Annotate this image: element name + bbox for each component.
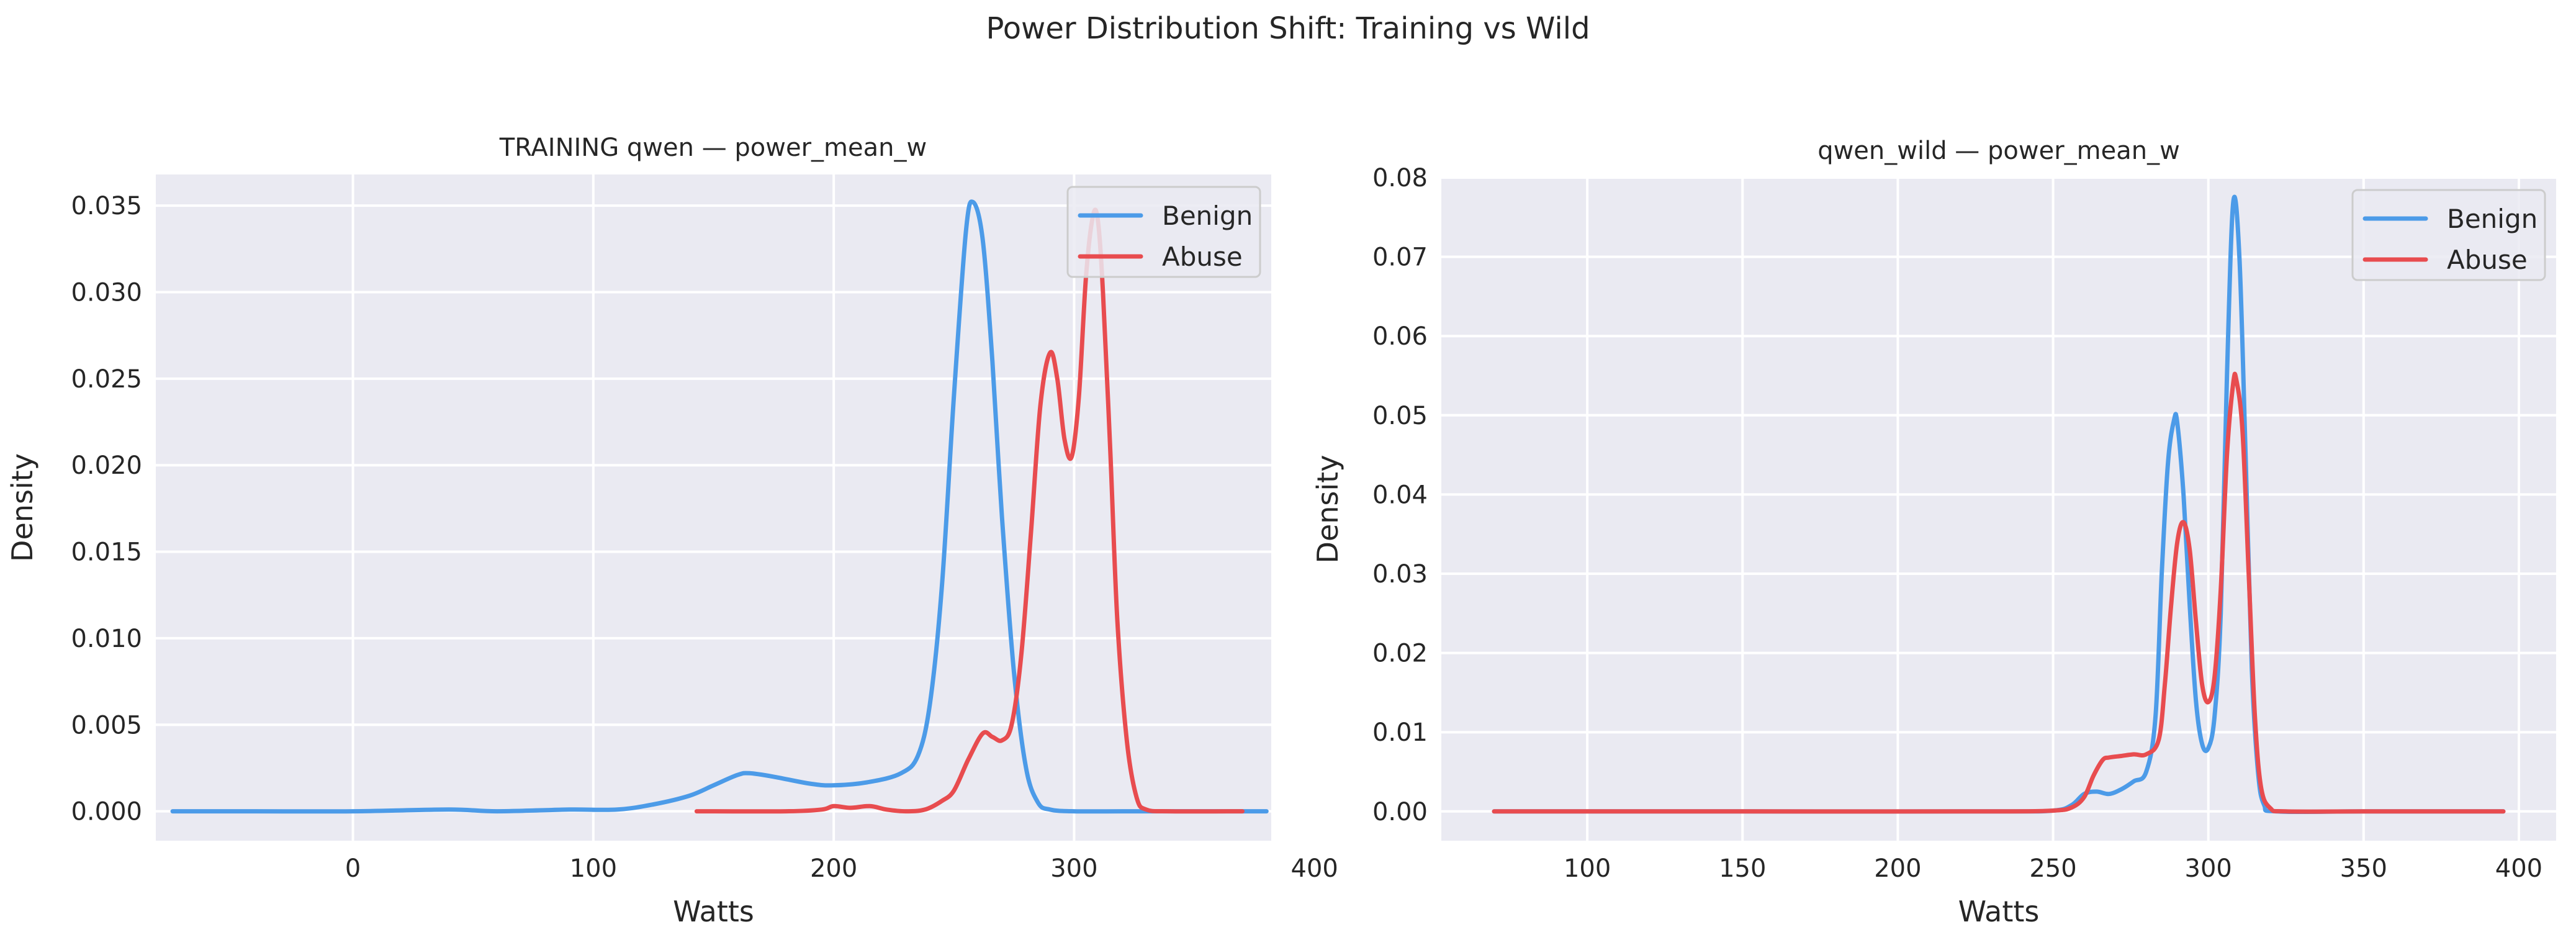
x-tick-label: 300 (1050, 854, 1097, 883)
kde-line-abuse (1492, 371, 2506, 814)
y-tick-label: 0.035 (71, 192, 142, 220)
legend-label-benign: Benign (2447, 204, 2538, 234)
x-tick-label: 250 (2029, 854, 2076, 883)
subplot-title: qwen_wild — power_mean_w (1817, 137, 2180, 165)
y-tick-label: 0.04 (1372, 481, 1428, 509)
figure-suptitle: Power Distribution Shift: Training vs Wi… (986, 11, 1590, 46)
y-tick-label: 0.02 (1372, 640, 1428, 668)
series-lines (1492, 194, 2506, 815)
y-axis-label: Density (6, 453, 39, 562)
y-tick-label: 0.05 (1372, 402, 1428, 430)
y-tick-label: 0.025 (71, 365, 142, 394)
legend: Benign Abuse (2351, 189, 2546, 281)
y-tick-label: 0.07 (1372, 243, 1428, 272)
y-tick-label: 0.030 (71, 279, 142, 307)
y-tick-label: 0.005 (71, 711, 142, 740)
y-tick-label: 0.020 (71, 451, 142, 480)
x-tick-label: 200 (810, 854, 857, 883)
x-axis-label: Watts (1958, 895, 2040, 928)
y-tick-label: 0.010 (71, 625, 142, 653)
legend-label-benign: Benign (1162, 201, 1253, 231)
y-tick-label: 0.06 (1372, 322, 1428, 351)
x-tick-label: 0 (345, 854, 361, 883)
y-tick-label: 0.08 (1372, 164, 1428, 192)
subplot-training: 0 100 200 300 400 0.000 0.005 0.010 0.015 0.020 0.… (6, 133, 1338, 928)
plot-area (1441, 178, 2556, 841)
x-tick-label: 350 (2340, 854, 2387, 883)
x-tick-label: 200 (1874, 854, 1921, 883)
legend-label-abuse: Abuse (1162, 242, 1243, 272)
x-tick-label: 100 (1564, 854, 1611, 883)
series-lines (170, 199, 1269, 814)
y-tick-label: 0.015 (71, 538, 142, 567)
subplot-title: TRAINING qwen — power_mean_w (499, 133, 927, 162)
x-tick-label: 300 (2185, 854, 2232, 883)
kde-line-benign (170, 199, 1269, 814)
y-axis-label: Density (1311, 455, 1344, 564)
legend-label-abuse: Abuse (2447, 245, 2528, 275)
y-tick-label: 0.01 (1372, 718, 1428, 747)
x-axis-label: Watts (673, 895, 754, 928)
subplot-wild: 100 150 200 250 300 350 400 0.00 0.01 0.02 0.03 0.0… (1311, 137, 2556, 928)
x-tick-label: 400 (2495, 854, 2542, 883)
x-tick-label: 100 (570, 854, 617, 883)
y-tick-label: 0.00 (1372, 798, 1428, 826)
y-tick-label: 0.03 (1372, 560, 1428, 589)
x-tick-label: 400 (1291, 854, 1338, 883)
x-tick-label: 150 (1719, 854, 1766, 883)
kde-line-abuse (694, 207, 1245, 814)
y-tick-label: 0.000 (71, 798, 142, 826)
legend: Benign Abuse (1066, 186, 1261, 278)
